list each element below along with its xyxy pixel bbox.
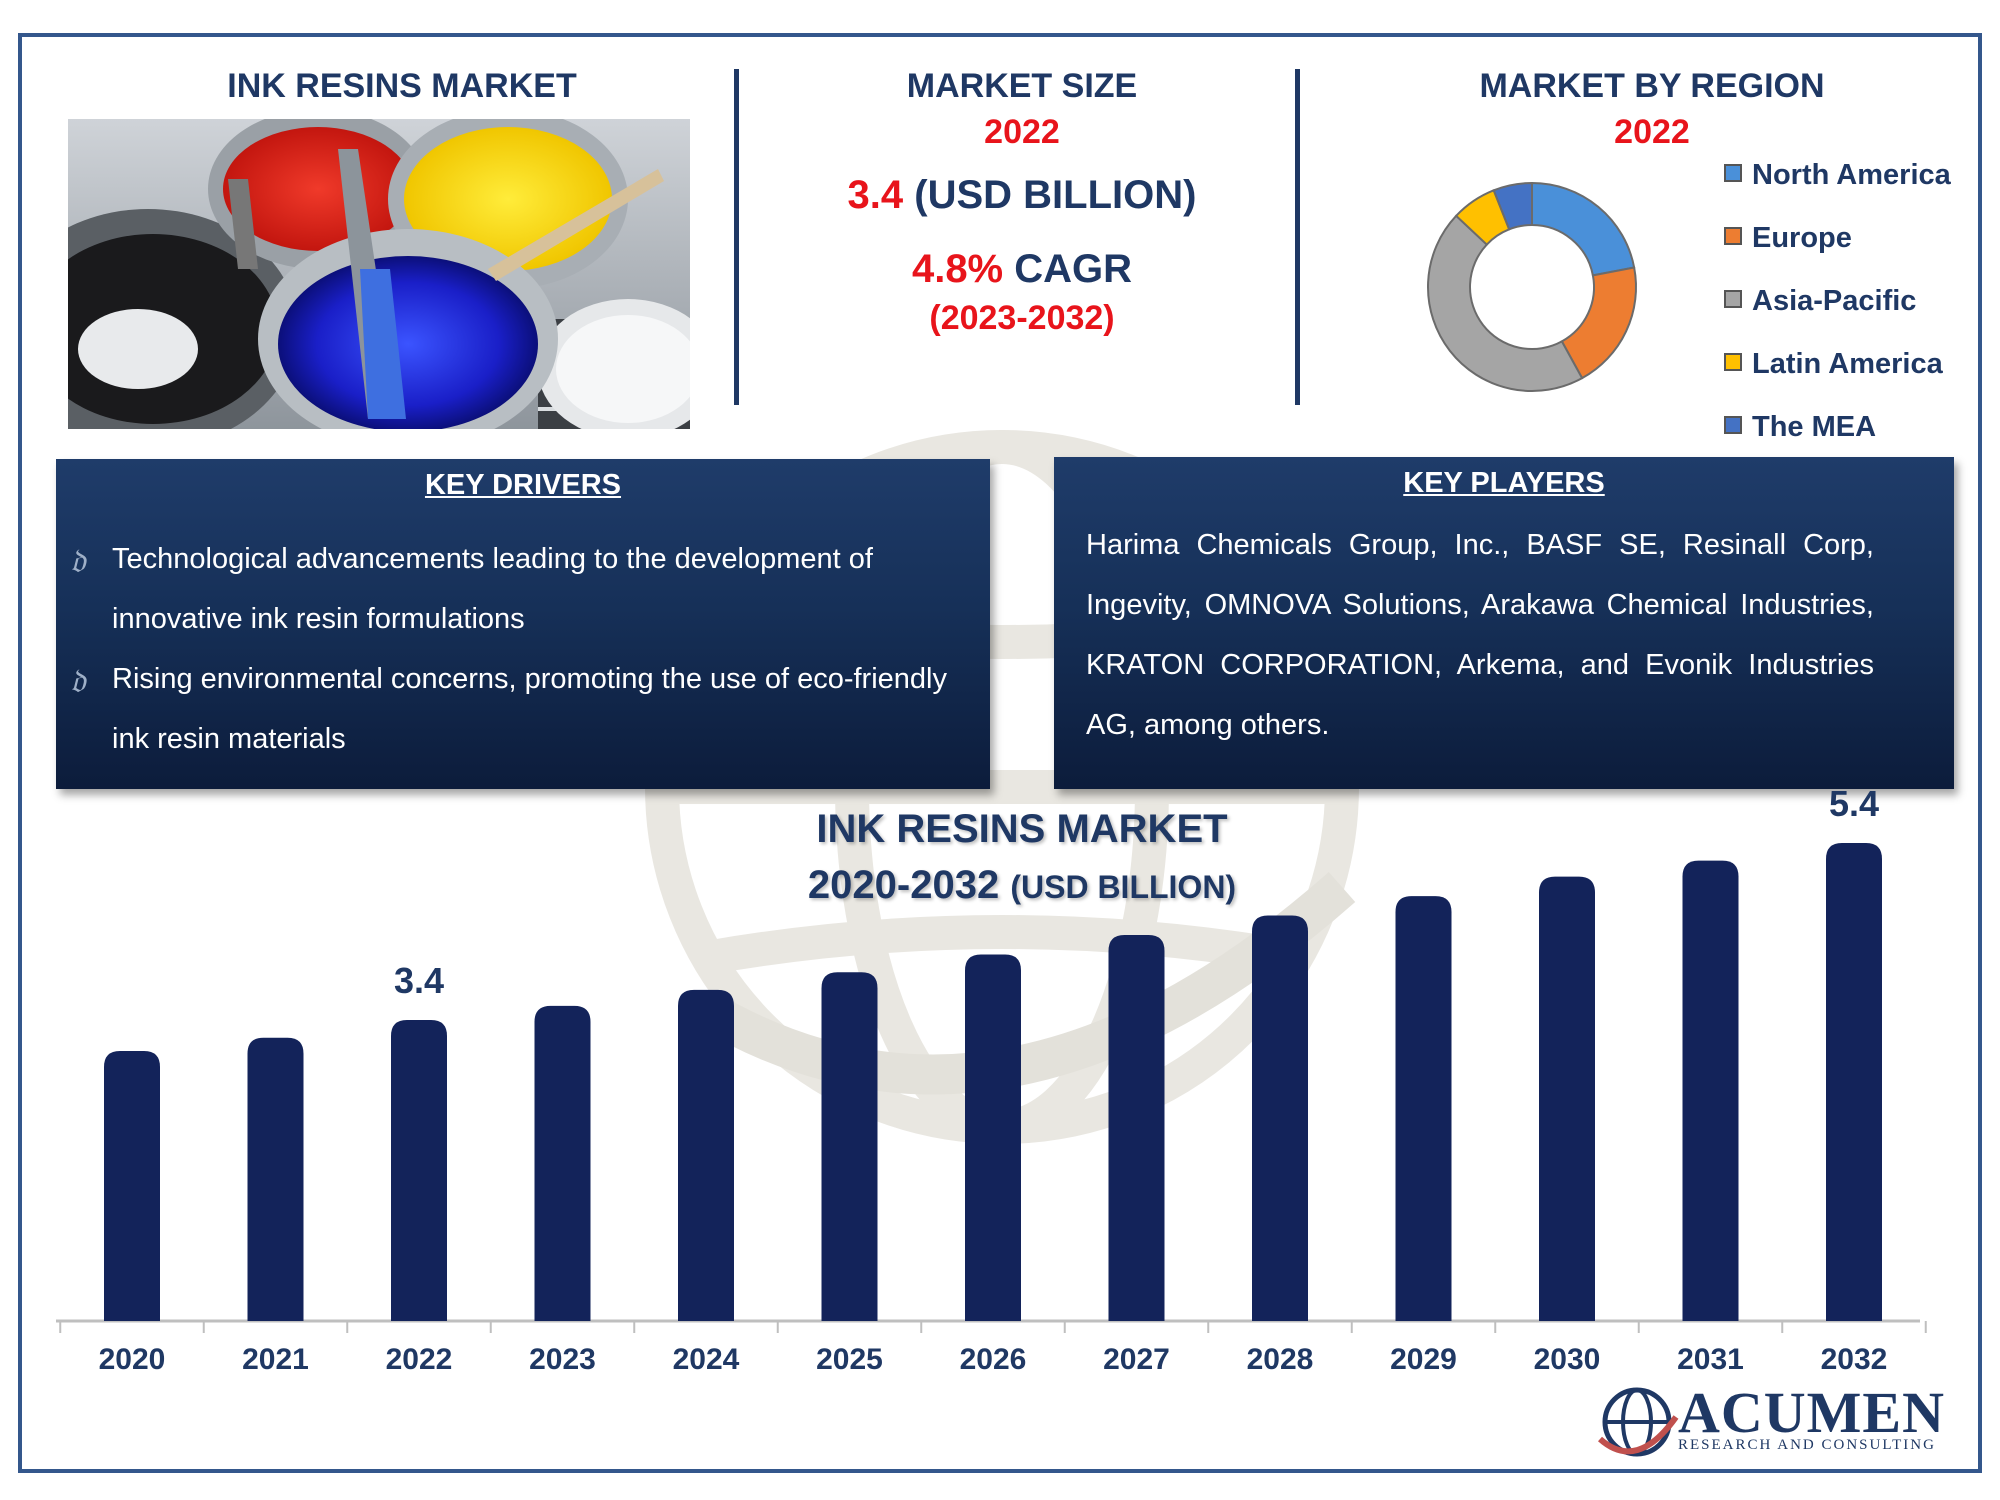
key-drivers-title: KEY DRIVERS <box>424 469 622 501</box>
x-tick-label-2023: 2023 <box>529 1343 596 1376</box>
legend-label: North America <box>1752 159 1951 191</box>
driver-1-icon: 𝔡 <box>70 541 86 581</box>
x-tick-label-2020: 2020 <box>98 1343 166 1376</box>
x-tick-label-2028: 2028 <box>1246 1343 1314 1376</box>
driver-1-line-1: Technological advancements leading to th… <box>112 543 873 575</box>
driver-1-line-2: innovative ink resin formulations <box>112 603 525 635</box>
legend-label: The MEA <box>1752 411 1877 443</box>
x-tick-label-2022: 2022 <box>385 1343 453 1376</box>
legend-label: Latin America <box>1752 348 1943 380</box>
bar-chart-unit: (USD BILLION) <box>1010 869 1237 905</box>
legend-item-north-america: North America <box>1724 159 1951 192</box>
region-year: 2022 <box>1614 113 1690 151</box>
x-tick-label-2027: 2027 <box>1103 1343 1170 1376</box>
legend-item-europe: Europe <box>1724 222 1852 255</box>
x-tick-label-2025: 2025 <box>816 1343 883 1376</box>
region-donut-chart <box>1427 181 1637 392</box>
bar-2027 <box>1108 935 1165 1321</box>
legend-item-asia-pacific: Asia-Pacific <box>1724 285 1916 318</box>
divider-left <box>734 69 739 405</box>
bar-2026 <box>965 954 1021 1321</box>
legend-swatch <box>1724 353 1742 372</box>
market-size-year: 2022 <box>984 113 1060 151</box>
brand-tagline: RESEARCH AND CONSULTING <box>1678 1437 1936 1453</box>
market-size-title: MARKET SIZE <box>906 67 1138 105</box>
left-title: INK RESINS MARKET <box>227 67 577 105</box>
legend-label: Asia-Pacific <box>1752 285 1917 317</box>
bar-2028 <box>1252 915 1308 1321</box>
bar-2020 <box>104 1051 160 1321</box>
key-players-title: KEY PLAYERS <box>1403 467 1605 499</box>
market-size-unit: (USD BILLION) <box>914 173 1197 217</box>
data-label-2022: 3.4 <box>393 960 445 1002</box>
bar-2029 <box>1395 896 1452 1321</box>
divider-right <box>1295 69 1300 405</box>
infographic-frame: INK RESINS MARKET <box>18 33 1982 1473</box>
key-drivers-panel: KEY DRIVERS 𝔡 Technological advancements… <box>56 459 990 789</box>
data-label-2032: 5.4 <box>1828 782 1880 824</box>
x-tick-label-2031: 2031 <box>1677 1343 1744 1376</box>
bar-2021 <box>247 1037 304 1321</box>
x-tick-label-2024: 2024 <box>672 1343 740 1376</box>
cagr-period: (2023-2032) <box>929 299 1115 337</box>
legend-swatch <box>1724 290 1742 309</box>
legend-label: Europe <box>1752 222 1852 254</box>
legend-item-the-mea: The MEA <box>1724 411 1876 444</box>
key-players-panel: KEY PLAYERS Harima Chemicals Group, Inc.… <box>1054 457 1954 789</box>
driver-2-line-1: Rising environmental concerns, promoting… <box>112 663 947 695</box>
bar-2025 <box>821 972 878 1321</box>
x-tick-label-2030: 2030 <box>1533 1343 1601 1376</box>
market-size-value: 3.4 <box>847 173 904 217</box>
bar-chart-title: INK RESINS MARKET <box>816 807 1228 851</box>
x-tick-label-2021: 2021 <box>242 1343 309 1376</box>
donut-slice-asia-pacific <box>1427 214 1584 392</box>
ink-cans-photo <box>68 119 690 429</box>
market-size-value-line: 3.4 (USD BILLION) <box>762 173 1282 218</box>
x-tick-label-2029: 2029 <box>1390 1343 1457 1376</box>
cagr-line: 4.8% CAGR <box>762 247 1282 292</box>
driver-2-icon: 𝔡 <box>70 661 86 701</box>
x-tick-label-2026: 2026 <box>959 1343 1027 1376</box>
donut-slice-the-mea <box>1492 181 1533 231</box>
legend-item-latin-america: Latin America <box>1724 348 1943 381</box>
legend-swatch <box>1724 416 1742 435</box>
bar-chart-period: 2020-2032 <box>807 863 1000 907</box>
region-title: MARKET BY REGION <box>1479 67 1825 105</box>
bar-chart <box>56 842 1927 1333</box>
bar-2023 <box>534 1005 591 1321</box>
bar-2032 <box>1826 842 1882 1321</box>
legend-swatch <box>1724 164 1742 183</box>
key-players-text: Harima Chemicals Group, Inc., BASF SE, R… <box>1086 529 1874 741</box>
bar-2031 <box>1682 860 1739 1321</box>
bar-2022 <box>391 1020 447 1321</box>
legend-swatch <box>1724 227 1742 246</box>
bar-2030 <box>1539 876 1595 1321</box>
driver-2-line-2: ink resin materials <box>112 723 346 755</box>
bar-2024 <box>678 989 734 1321</box>
x-tick-label-2032: 2032 <box>1820 1343 1888 1376</box>
cagr-label: CAGR <box>1014 247 1133 291</box>
acumen-logo-icon <box>1598 1387 1679 1457</box>
brand-name: ACUMEN <box>1678 1380 1945 1445</box>
cagr-value: 4.8% <box>911 247 1004 291</box>
bar-chart-subtitle: 2020-2032 (USD BILLION) <box>622 863 1422 908</box>
